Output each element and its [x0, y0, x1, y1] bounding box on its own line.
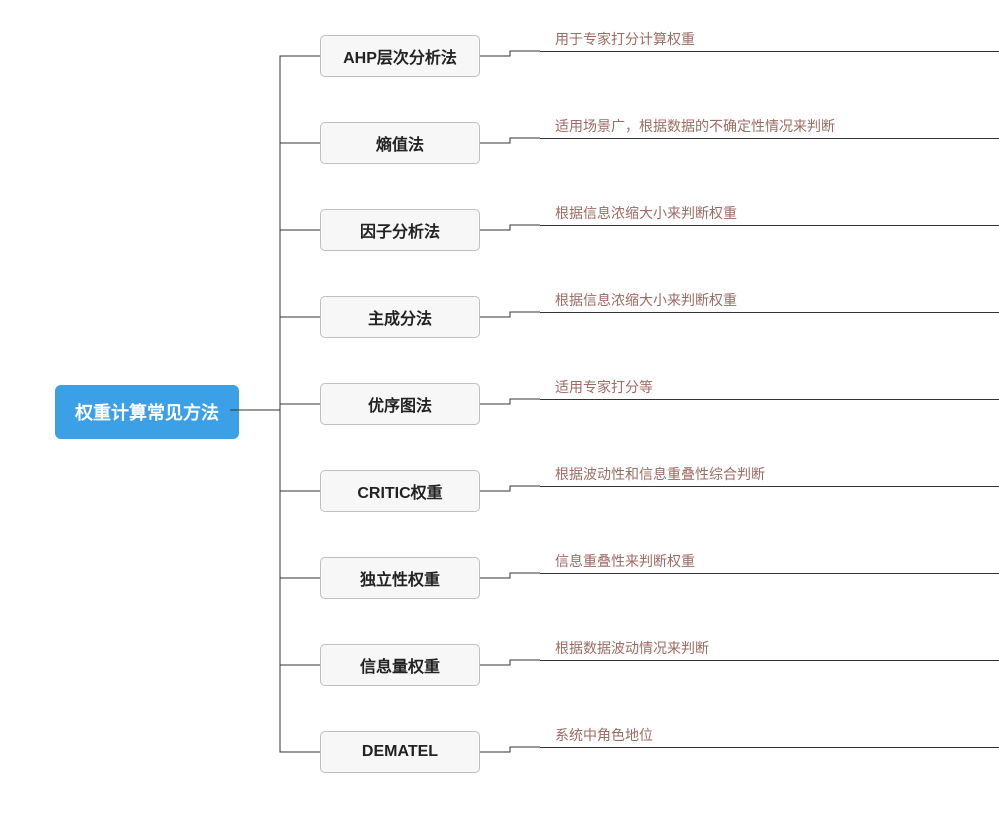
- desc-underline: [540, 573, 999, 574]
- method-node: DEMATEL: [320, 731, 480, 773]
- desc-underline: [540, 312, 999, 313]
- method-node: 主成分法: [320, 296, 480, 338]
- root-node: 权重计算常见方法: [55, 385, 239, 439]
- desc-underline: [540, 51, 999, 52]
- method-node: 信息量权重: [320, 644, 480, 686]
- desc-text: 根据信息浓缩大小来判断权重: [555, 203, 737, 223]
- desc-underline: [540, 138, 999, 139]
- desc-text: 信息重叠性来判断权重: [555, 551, 695, 571]
- desc-text: 适用场景广，根据数据的不确定性情况来判断: [555, 116, 835, 136]
- desc-text: 用于专家打分计算权重: [555, 29, 695, 49]
- desc-text: 适用专家打分等: [555, 377, 653, 397]
- method-node: 因子分析法: [320, 209, 480, 251]
- method-node: 独立性权重: [320, 557, 480, 599]
- desc-text: 根据数据波动情况来判断: [555, 638, 709, 658]
- method-node: CRITIC权重: [320, 470, 480, 512]
- desc-underline: [540, 225, 999, 226]
- desc-underline: [540, 660, 999, 661]
- desc-underline: [540, 399, 999, 400]
- desc-text: 根据信息浓缩大小来判断权重: [555, 290, 737, 310]
- method-node: 熵值法: [320, 122, 480, 164]
- desc-text: 根据波动性和信息重叠性综合判断: [555, 464, 765, 484]
- method-node: 优序图法: [320, 383, 480, 425]
- method-node: AHP层次分析法: [320, 35, 480, 77]
- desc-text: 系统中角色地位: [555, 725, 653, 745]
- desc-underline: [540, 486, 999, 487]
- desc-underline: [540, 747, 999, 748]
